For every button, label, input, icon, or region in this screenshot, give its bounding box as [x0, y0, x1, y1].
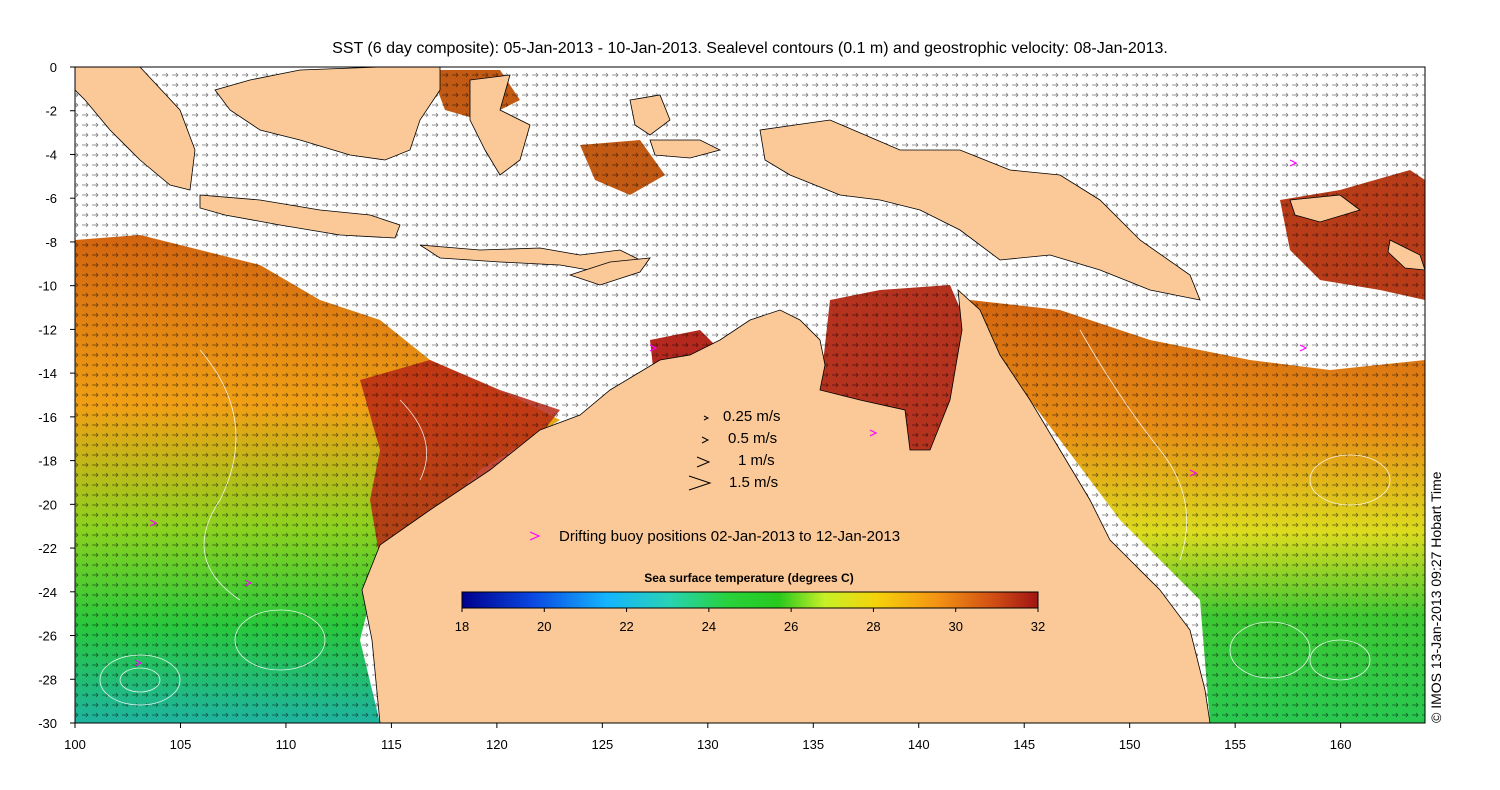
buoy-legend-label: Drifting buoy positions 02-Jan-2013 to 1…	[559, 528, 900, 545]
x-tick-label: 160	[1330, 737, 1352, 752]
y-tick-label: -8	[45, 235, 57, 250]
moluccas	[629, 94, 671, 136]
colorbar-gradient	[461, 591, 1039, 609]
x-tick-label: 150	[1119, 737, 1141, 752]
map-area	[75, 67, 1425, 723]
y-tick-label: -14	[38, 366, 57, 381]
x-tick-label: 120	[486, 737, 508, 752]
colorbar: Sea surface temperature (degrees C) 18 20…	[455, 571, 1045, 634]
velocity-legend: 0.25 m/s 0.5 m/s 1 m/s 1.5 m/s	[688, 408, 781, 491]
velocity-arrow-0-25	[703, 415, 710, 421]
x-tick-label: 145	[1013, 737, 1035, 752]
buoy-legend-marker	[529, 531, 541, 541]
colorbar-tick-label: 32	[1031, 619, 1045, 634]
colorbar-tick-label: 30	[948, 619, 962, 634]
colorbar-tick-label: 26	[784, 619, 798, 634]
y-tick-label: -2	[45, 104, 57, 119]
colorbar-tick-label: 20	[537, 619, 551, 634]
colorbar-title: Sea surface temperature (degrees C)	[644, 571, 853, 585]
velocity-arrow-1	[696, 456, 711, 468]
y-tick-label: -22	[38, 541, 57, 556]
x-tick-label: 110	[276, 737, 297, 752]
velocity-label-0-25: 0.25 m/s	[723, 408, 781, 425]
sea-level-contours	[99, 329, 1391, 706]
colorbar-tick-label: 22	[619, 619, 633, 634]
x-tick-label: 105	[170, 737, 192, 752]
credit-text: © IMOS 13-Jan-2013 09:27 Hobart Time	[1428, 471, 1444, 723]
new-guinea	[759, 119, 1201, 301]
solomon-islands	[1387, 239, 1425, 271]
landmasses	[75, 67, 1425, 723]
velocity-label-1: 1 m/s	[738, 452, 775, 469]
y-tick-label: 0	[50, 60, 57, 75]
australia	[361, 289, 1211, 723]
y-tick-label: -10	[38, 279, 57, 294]
y-tick-label: -26	[38, 629, 57, 644]
x-tick-label: 100	[64, 737, 86, 752]
x-tick-label: 115	[381, 737, 402, 752]
velocity-arrow-0-5	[701, 436, 710, 444]
y-tick-label: -6	[45, 191, 57, 206]
colorbar-tick-label: 18	[455, 619, 469, 634]
x-tick-label: 155	[1224, 737, 1246, 752]
y-tick-label: -12	[38, 322, 57, 337]
buoy-positions	[134, 159, 1308, 667]
java	[199, 194, 401, 239]
chart-title: SST (6 day composite): 05-Jan-2013 - 10-…	[332, 40, 1168, 57]
x-tick-label: 125	[591, 737, 613, 752]
velocity-label-0-5: 0.5 m/s	[728, 430, 777, 447]
new-britain	[1289, 194, 1361, 223]
y-tick-label: -24	[38, 585, 57, 600]
x-tick-label: 135	[802, 737, 824, 752]
y-tick-label: -28	[38, 672, 57, 687]
sulawesi	[469, 74, 531, 176]
timor	[568, 257, 651, 286]
borneo	[214, 67, 441, 161]
buoy-legend: Drifting buoy positions 02-Jan-2013 to 1…	[529, 528, 900, 545]
map-frame	[74, 66, 1426, 724]
sumatra	[75, 67, 196, 191]
velocity-label-1-5: 1.5 m/s	[729, 474, 778, 491]
y-tick-label: -18	[38, 454, 57, 469]
x-axis: 100 105 110 115 120 125 130 135 140 145 150 155 160	[64, 723, 1351, 752]
y-axis: 0 -2 -4 -6 -8 -10 -12 -14 -16 -18 -20 -22 -24 -26 -28 -…	[38, 60, 75, 731]
x-tick-label: 140	[908, 737, 930, 752]
seram	[649, 139, 722, 159]
y-tick-label: -16	[38, 410, 57, 425]
colorbar-tick-label: 24	[702, 619, 716, 634]
y-tick-label: -20	[38, 497, 57, 512]
colorbar-tick-label: 28	[866, 619, 880, 634]
x-tick-label: 130	[697, 737, 719, 752]
velocity-arrow-1-5	[688, 475, 712, 491]
y-tick-label: -4	[45, 147, 57, 162]
y-tick-label: -30	[38, 716, 57, 731]
